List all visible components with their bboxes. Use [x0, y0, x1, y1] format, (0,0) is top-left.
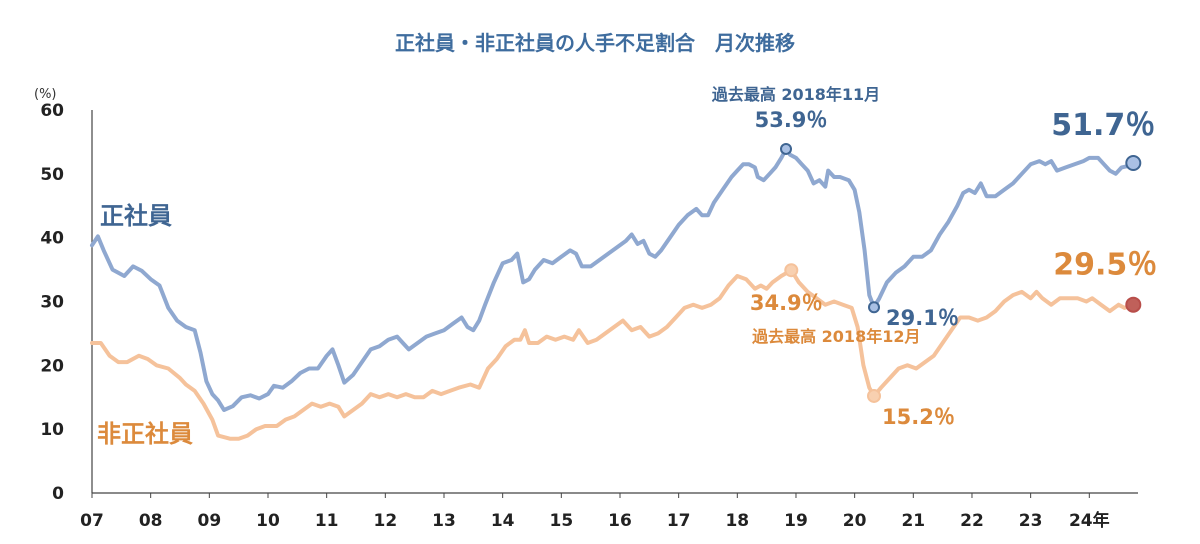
- y-tick-label: 10: [40, 420, 64, 440]
- x-tick-label: 07: [80, 511, 104, 531]
- y-tick-label: 30: [40, 293, 64, 313]
- marker-regular: [868, 301, 881, 314]
- x-tick-label: 23: [1019, 511, 1043, 531]
- series-label-regular: 正社員: [100, 202, 172, 230]
- value-label: 15.2％: [882, 405, 955, 429]
- y-tick-label: 60: [40, 101, 64, 121]
- peak-note: 過去最高 2018年12月: [751, 327, 920, 346]
- axes: 0 10 20 30 40 50 60 07 08 09 10 11 12 13 14 15 16 17 18 19 2…: [40, 101, 1138, 531]
- x-tick-label: 21: [901, 511, 925, 531]
- x-tick-label: 13: [432, 511, 456, 531]
- x-tick-label: 20: [843, 511, 867, 531]
- x-tick-label: 18: [725, 511, 749, 531]
- marker-regular: [780, 142, 793, 155]
- x-tick-label: 10: [256, 511, 280, 531]
- y-axis-unit: (%): [34, 87, 57, 102]
- y-tick-label: 20: [40, 356, 64, 376]
- x-tick-label: 19: [784, 511, 808, 531]
- peak-note: 過去最高 2018年11月: [711, 85, 880, 104]
- marker-regular: [1125, 154, 1142, 171]
- series-labels: 正社員 非正社員: [97, 202, 193, 448]
- x-tick-label: 22: [960, 511, 984, 531]
- x-tick-label: 17: [667, 511, 691, 531]
- series-line-regular: [90, 146, 1136, 412]
- x-tick-label: 24年: [1069, 510, 1110, 531]
- chart-title: 正社員・非正社員の人手不足割合 月次推移: [395, 31, 795, 55]
- annotations: 53.9％ 過去最高 2018年11月 34.9％ 過去最高 2018年12月29.1…: [711, 85, 1158, 429]
- x-tick-label: 15: [549, 511, 573, 531]
- x-tick-label: 14: [491, 511, 515, 531]
- series-lines: [90, 146, 1136, 441]
- y-tick-label: 40: [40, 229, 64, 249]
- value-label: 29.5％: [1053, 248, 1157, 283]
- x-tick-label: 11: [315, 511, 339, 531]
- x-tick-label: 09: [197, 511, 221, 531]
- marker-nonregular: [784, 263, 799, 278]
- x-tick-label: 16: [608, 511, 632, 531]
- series-line-nonregular: [90, 268, 1136, 441]
- x-tick-label: 08: [139, 511, 163, 531]
- value-label: 34.9％: [750, 291, 823, 315]
- series-label-nonregular: 非正社員: [97, 420, 193, 448]
- value-label: 53.9％: [755, 108, 828, 132]
- y-tick-label: 50: [40, 165, 64, 185]
- value-label: 29.1％: [886, 306, 959, 330]
- x-tick-label: 12: [373, 511, 397, 531]
- value-label: 51.7％: [1051, 108, 1155, 143]
- y-tick-label: 0: [52, 484, 64, 504]
- marker-nonregular: [867, 388, 882, 403]
- marker-nonregular: [1125, 296, 1142, 313]
